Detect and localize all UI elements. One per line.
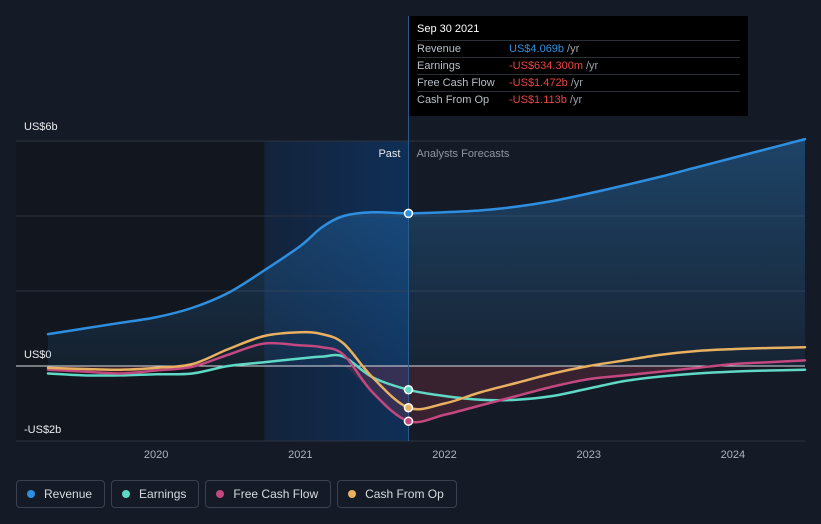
- legend-label: Earnings: [139, 487, 187, 501]
- legend-item-revenue[interactable]: Revenue: [16, 480, 106, 508]
- marker-cash-from-op: [403, 402, 414, 413]
- tooltip-unit: /yr: [570, 77, 583, 89]
- marker-earnings: [403, 385, 414, 395]
- tooltip-value: US$4.069b: [509, 43, 565, 55]
- tooltip-row-free-cash-flow: Free Cash Flow -US$1.472b /yr: [417, 74, 740, 91]
- legend-label: Revenue: [44, 487, 93, 501]
- tooltip-value: -US$634.300m: [509, 60, 583, 72]
- tooltip-label: Revenue: [417, 43, 462, 55]
- tooltip-unit: /yr: [567, 43, 580, 55]
- marker-free-cash-flow: [403, 416, 414, 426]
- tooltip-row-earnings: Earnings -US$634.300m /yr: [417, 57, 740, 74]
- tooltip-label: Earnings: [417, 60, 461, 72]
- tooltip: Sep 30 2021 Revenue US$4.069b /yr Earnin…: [409, 16, 748, 116]
- legend-dot-icon: [122, 490, 131, 498]
- x-tick-label: 2022: [432, 449, 456, 461]
- y-tick-label: US$6b: [24, 121, 58, 133]
- x-tick-label: 2020: [144, 449, 168, 461]
- x-tick-label: 2024: [721, 449, 745, 461]
- tooltip-unit: /yr: [569, 94, 583, 106]
- tooltip-date: Sep 30 2021: [417, 23, 480, 35]
- tooltip-label: Cash From Op: [417, 94, 490, 106]
- tooltip-row-cash-from-op: Cash From Op -US$1.113b /yr: [417, 91, 740, 108]
- revenue-area: [48, 139, 805, 366]
- legend-item-earnings[interactable]: Earnings: [111, 480, 200, 508]
- x-tick-label: 2021: [288, 449, 312, 461]
- legend-dot-icon: [216, 490, 225, 498]
- tooltip-unit: /yr: [586, 60, 599, 72]
- legend-label: Free Cash Flow: [233, 487, 319, 501]
- legend-dot-icon: [27, 490, 35, 498]
- legend-label: Cash From Op: [365, 487, 444, 501]
- x-tick-label: 2023: [576, 449, 600, 461]
- past-label: Past: [378, 148, 400, 160]
- y-tick-label: -US$2b: [24, 424, 61, 436]
- tooltip-label: Free Cash Flow: [417, 77, 495, 89]
- tooltip-value: -US$1.472b: [509, 77, 568, 89]
- legend: Revenue Earnings Free Cash Flow Cash Fro…: [16, 480, 457, 508]
- y-tick-label: US$0: [24, 349, 52, 361]
- tooltip-value: -US$1.113b: [509, 94, 567, 106]
- legend-item-cash-from-op[interactable]: Cash From Op: [337, 480, 457, 508]
- forecast-label: Analysts Forecasts: [416, 148, 509, 160]
- legend-item-free-cash-flow[interactable]: Free Cash Flow: [205, 480, 332, 508]
- tooltip-row-revenue: Revenue US$4.069b /yr: [417, 40, 740, 57]
- legend-dot-icon: [348, 490, 357, 498]
- marker-revenue: [403, 208, 414, 219]
